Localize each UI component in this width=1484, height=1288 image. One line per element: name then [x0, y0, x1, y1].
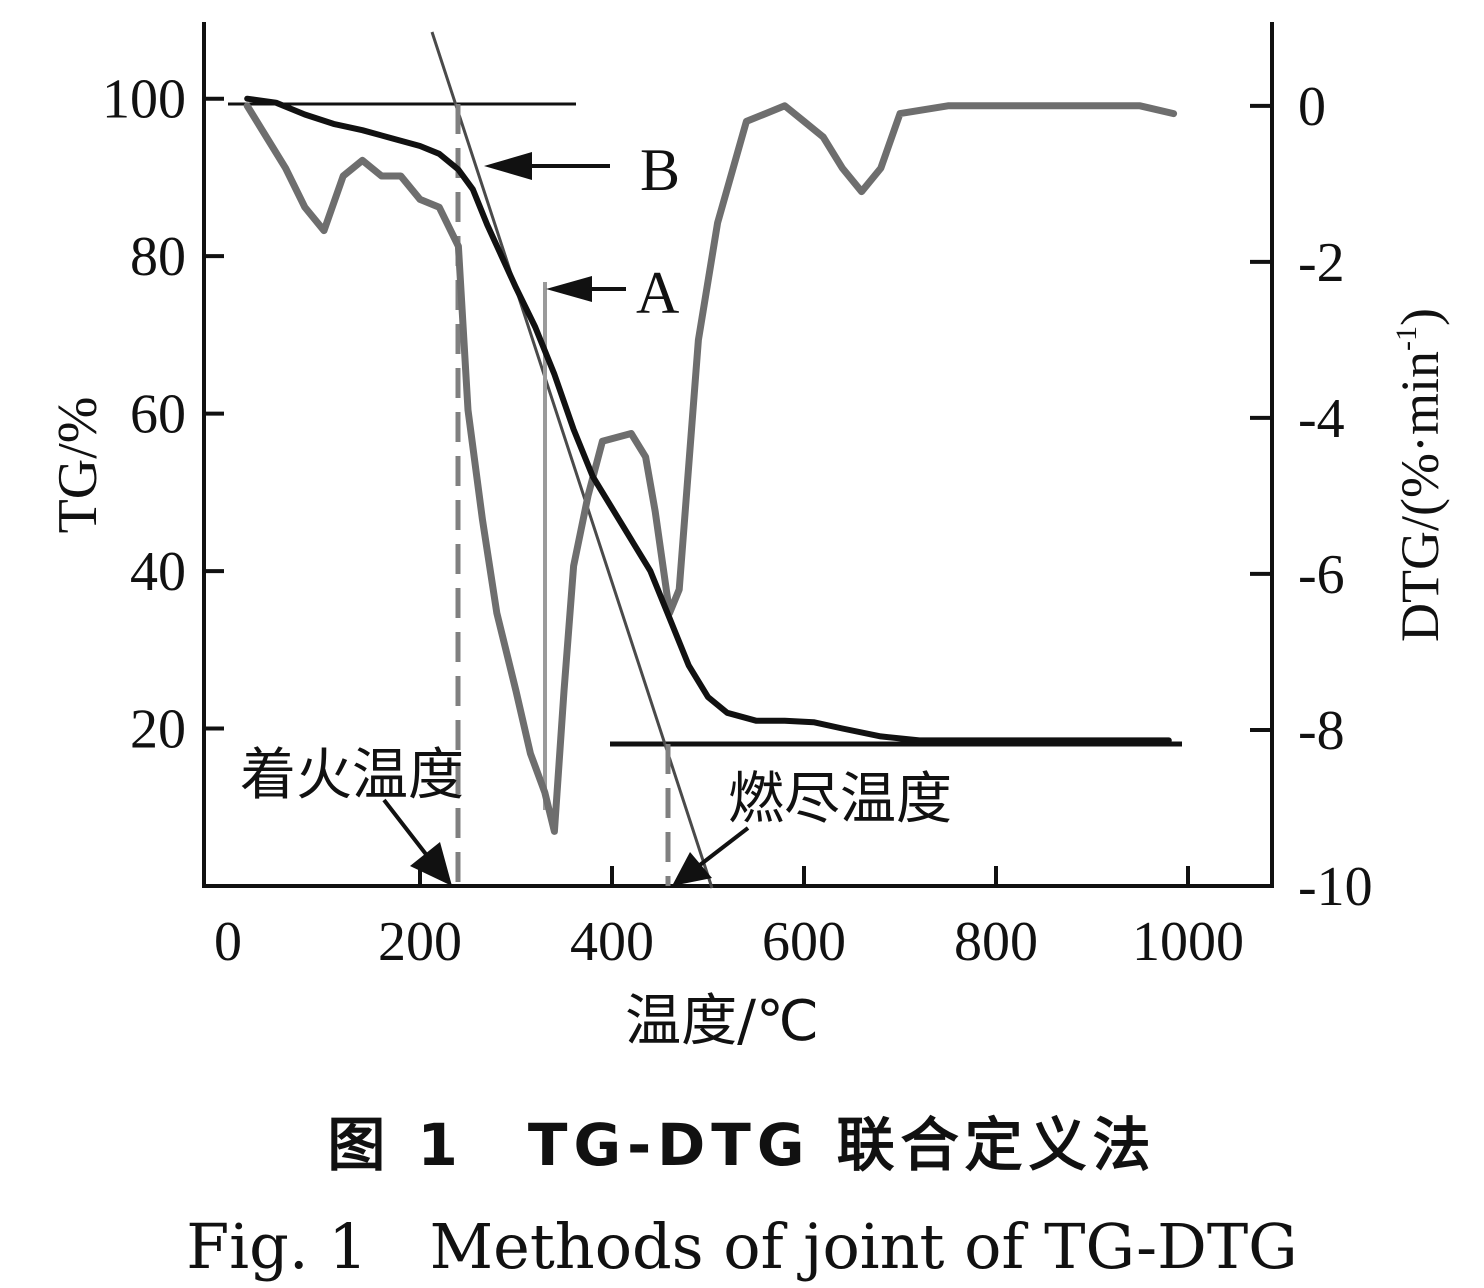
arrow-burnout — [672, 826, 750, 886]
label-a: A — [636, 260, 679, 326]
label-b: B — [640, 137, 680, 203]
arrow-ignition — [382, 798, 452, 886]
chart-plot: 20 40 60 80 100 0 -2 -4 -6 -8 -10 0 200 400 600 800 10… — [47, 22, 1450, 1054]
ignition-temperature-label: 着火温度 — [240, 743, 464, 808]
y-right-tick-label: -4 — [1298, 388, 1345, 450]
y-right-tick-label: -8 — [1298, 700, 1345, 762]
y-right-tick-label: -2 — [1298, 232, 1345, 294]
figure-caption-english: Fig. 1 Methods of joint of TG-DTG — [186, 1210, 1298, 1283]
tangent-line — [430, 31, 714, 889]
dtg-series-line — [243, 102, 1178, 835]
arrow-b — [484, 152, 610, 180]
x-tick-label: 1000 — [1132, 911, 1244, 973]
y-right-axis-label-main: DTG/(%·min — [1390, 351, 1450, 642]
x-axis-label: 温度/℃ — [625, 989, 819, 1054]
y-left-tick-label: 80 — [130, 226, 186, 288]
y-right-axis-label-close: ) — [1390, 308, 1450, 326]
tg-series-line — [244, 95, 1172, 744]
x-tick-label: 200 — [378, 911, 462, 973]
y-left-tick-label: 40 — [130, 541, 186, 603]
left-axis-ticks: 20 40 60 80 100 — [102, 69, 224, 761]
x-tick-label: 400 — [570, 911, 654, 973]
y-right-tick-label: 0 — [1298, 76, 1326, 138]
x-tick-label: 0 — [214, 911, 242, 973]
y-left-tick-label: 100 — [102, 69, 186, 131]
y-right-tick-label: -10 — [1298, 856, 1373, 918]
burnout-temperature-label: 燃尽温度 — [728, 767, 952, 832]
y-left-tick-label: 60 — [130, 384, 186, 446]
arrow-a — [546, 276, 626, 302]
figure-caption-chinese: 图 1 TG-DTG 联合定义法 — [327, 1111, 1157, 1179]
y-left-axis-label: TG/% — [47, 397, 109, 534]
y-right-axis-label: DTG/(%·min-1) — [1390, 308, 1450, 642]
right-axis-ticks: 0 -2 -4 -6 -8 -10 — [1250, 76, 1373, 918]
y-right-tick-label: -6 — [1298, 544, 1345, 606]
y-right-axis-label-exponent: -1 — [1390, 326, 1423, 351]
y-left-tick-label: 20 — [130, 699, 186, 761]
bottom-axis-ticks: 0 200 400 600 800 1000 — [214, 866, 1244, 973]
x-tick-label: 600 — [762, 911, 846, 973]
x-tick-label: 800 — [954, 911, 1038, 973]
